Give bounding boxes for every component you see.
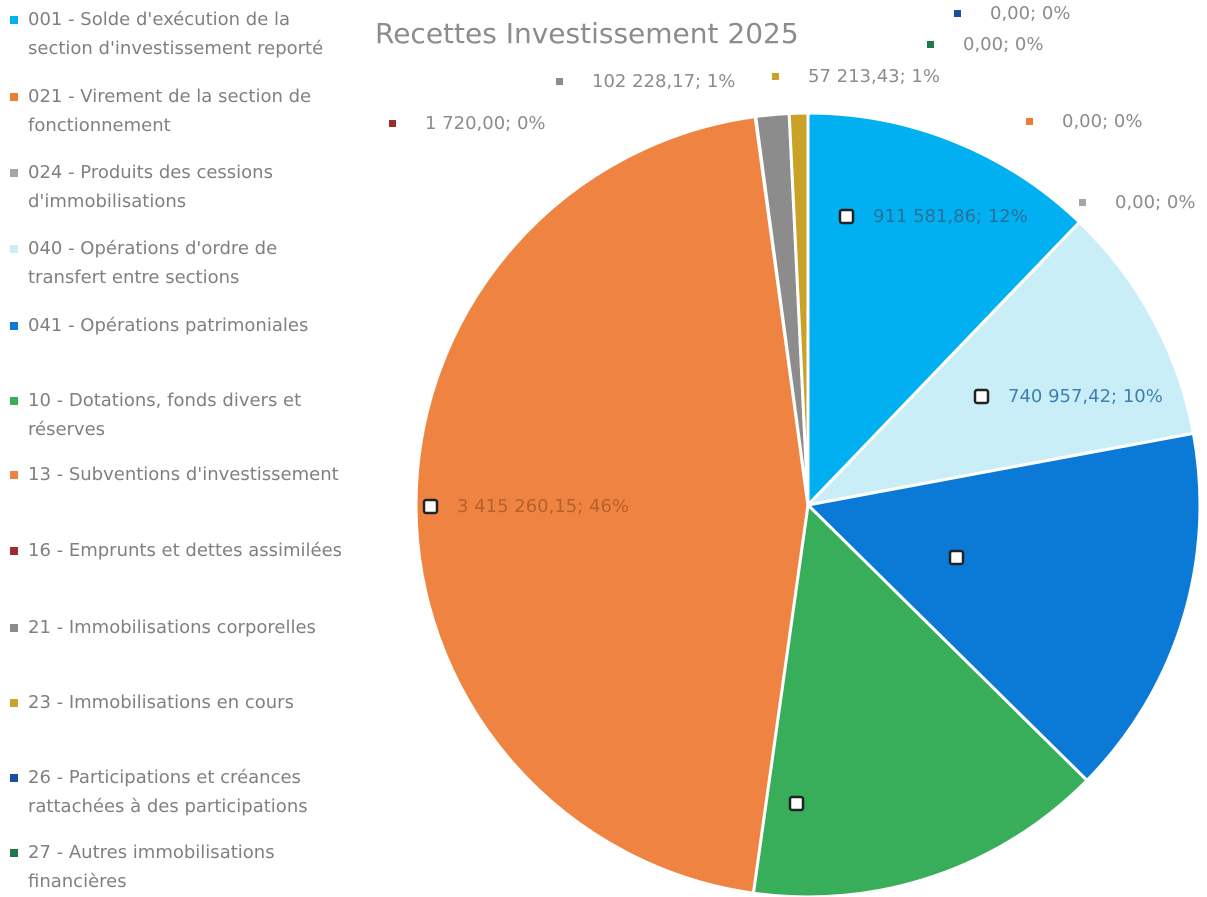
data-label: 57 213,43; 1% xyxy=(808,66,940,87)
label-key xyxy=(838,208,855,225)
legend-item: 041 - Opérations patrimoniales xyxy=(10,311,358,340)
legend-item: 040 - Opérations d'ordre de transfert en… xyxy=(10,234,358,292)
label-key xyxy=(389,120,396,127)
data-label: 0,00; 0% xyxy=(990,3,1070,24)
label-key xyxy=(948,549,965,566)
data-label: 0,00; 0% xyxy=(1115,192,1195,213)
legend-label: 041 - Opérations patrimoniales xyxy=(28,315,309,336)
data-label: 0,00; 0% xyxy=(1062,111,1142,132)
label-key xyxy=(954,10,961,17)
label-key xyxy=(422,498,439,515)
legend-label: 10 - Dotations, fonds divers et réserves xyxy=(28,390,302,440)
legend-item: 16 - Emprunts et dettes assimilées xyxy=(10,536,358,565)
legend-label: 024 - Produits des cessions d'immobilisa… xyxy=(28,162,273,212)
legend-item: 23 - Immobilisations en cours xyxy=(10,688,358,717)
legend-item: 13 - Subventions d'investissement xyxy=(10,460,358,489)
legend-key xyxy=(10,16,18,24)
legend-label: 040 - Opérations d'ordre de transfert en… xyxy=(28,238,278,288)
legend-item: 27 - Autres immobilisations financières xyxy=(10,838,358,896)
legend-item: 001 - Solde d'exécution de la section d'… xyxy=(10,5,358,63)
legend-key xyxy=(10,93,18,101)
legend-label: 27 - Autres immobilisations financières xyxy=(28,842,275,892)
label-key xyxy=(1079,199,1086,206)
data-label: 3 415 260,15; 46% xyxy=(457,496,629,517)
legend-key xyxy=(10,624,18,632)
legend-item: 21 - Immobilisations corporelles xyxy=(10,613,358,642)
legend-key xyxy=(10,169,18,177)
label-key xyxy=(973,388,990,405)
pie-slice xyxy=(803,220,1196,508)
legend-item: 024 - Produits des cessions d'immobilisa… xyxy=(10,158,358,216)
legend-key xyxy=(10,397,18,405)
chart-title: Recettes Investissement 2025 xyxy=(375,17,799,50)
label-key xyxy=(1026,118,1033,125)
legend-key xyxy=(10,547,18,555)
legend-item: 26 - Participations et créances rattaché… xyxy=(10,763,358,821)
legend-key xyxy=(10,471,18,479)
legend-key xyxy=(10,245,18,253)
legend-label: 21 - Immobilisations corporelles xyxy=(28,617,316,638)
pie-slice xyxy=(806,111,1082,509)
legend-item: 021 - Virement de la section de fonction… xyxy=(10,82,358,140)
label-key xyxy=(772,73,779,80)
legend-key xyxy=(10,322,18,330)
data-label: 102 228,17; 1% xyxy=(592,71,735,92)
data-label: 1 720,00; 0% xyxy=(425,113,546,134)
legend-key xyxy=(10,774,18,782)
data-label: 911 581,86; 12% xyxy=(873,206,1028,227)
legend-label: 16 - Emprunts et dettes assimilées xyxy=(28,540,343,561)
label-key xyxy=(788,795,805,812)
legend-label: 001 - Solde d'exécution de la section d'… xyxy=(28,9,324,59)
label-key xyxy=(556,78,563,85)
legend-key xyxy=(10,699,18,707)
pie-slice xyxy=(414,114,810,895)
pie-slice xyxy=(804,431,1202,783)
legend-label: 26 - Participations et créances rattaché… xyxy=(28,767,308,817)
legend-label: 13 - Subventions d'investissement xyxy=(28,464,339,485)
data-label: 0,00; 0% xyxy=(963,34,1043,55)
legend-label: 23 - Immobilisations en cours xyxy=(28,692,294,713)
legend-label: 021 - Virement de la section de fonction… xyxy=(28,86,312,136)
legend-item: 10 - Dotations, fonds divers et réserves xyxy=(10,386,358,444)
legend-key xyxy=(10,849,18,857)
label-key xyxy=(927,41,934,48)
data-label: 740 957,42; 10% xyxy=(1008,386,1163,407)
